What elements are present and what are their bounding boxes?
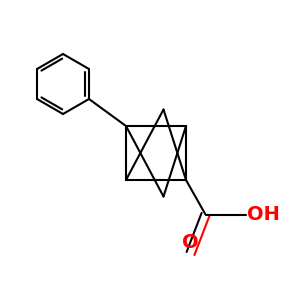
Text: OH: OH (248, 205, 280, 224)
Text: O: O (182, 233, 199, 252)
